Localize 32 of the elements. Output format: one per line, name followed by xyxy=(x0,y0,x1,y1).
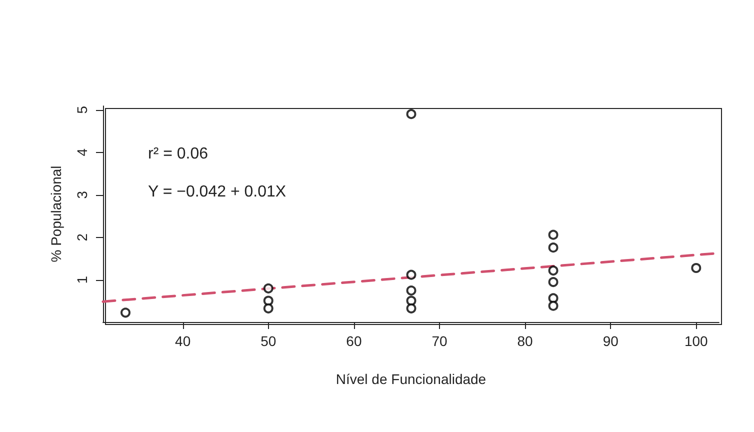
point xyxy=(691,263,702,273)
point xyxy=(406,109,416,120)
x-tick-label: 90 xyxy=(602,333,619,349)
point xyxy=(120,308,130,318)
point xyxy=(263,283,274,294)
point xyxy=(548,277,558,288)
y-tick-label: 1 xyxy=(74,276,90,284)
x-tick-label: 50 xyxy=(260,333,276,349)
point xyxy=(548,293,558,304)
point xyxy=(548,300,558,311)
point xyxy=(406,286,416,296)
point xyxy=(406,270,416,280)
x-tick-label: 70 xyxy=(432,333,448,349)
y-tick-label: 3 xyxy=(74,190,90,199)
x-tick-label: 100 xyxy=(684,333,708,349)
x-tick-label: 60 xyxy=(346,333,362,349)
point xyxy=(548,230,558,240)
x-tick-label: 80 xyxy=(517,333,534,349)
y-tick-label: 4 xyxy=(74,148,90,156)
point xyxy=(263,296,274,306)
y-tick-label: 2 xyxy=(74,233,90,242)
point xyxy=(263,303,274,314)
point xyxy=(406,296,416,306)
point xyxy=(548,266,558,276)
x-tick-label: 40 xyxy=(175,333,191,349)
point xyxy=(548,242,558,253)
y-axis-title: % Populacional xyxy=(48,166,64,262)
point xyxy=(406,303,416,314)
annotation: Y = −0.042 + 0.01X xyxy=(148,184,286,200)
x-axis-title: Nível de Funcionalidade xyxy=(336,371,486,387)
y-tick-label: 5 xyxy=(74,106,90,114)
annotation: r² = 0.06 xyxy=(148,146,208,162)
